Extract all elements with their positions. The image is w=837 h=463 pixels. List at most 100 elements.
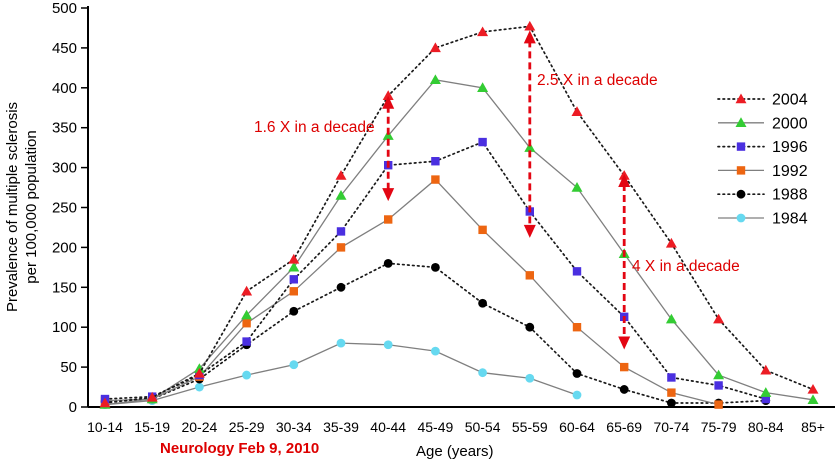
data-point-marker [807,394,819,405]
data-point-marker [335,190,347,200]
series-2000-line [104,79,814,406]
arrow-head-up [618,173,631,187]
y-tick-label: 0 [69,399,77,416]
data-point-marker [382,90,394,100]
x-tick-label: 65-69 [606,419,642,435]
data-point-marker [242,319,251,328]
data-point-marker [524,20,536,31]
y-axis-title: Prevalence of multiple sclerosis per 100… [3,37,41,377]
y-tick-label: 150 [52,279,77,296]
legend-entry-2004: 2004 [717,92,808,109]
data-point-marker [667,373,676,382]
data-point-marker [524,142,536,152]
data-point-marker [572,267,582,276]
series-2004 [99,20,819,408]
arrow-head-up [382,95,395,109]
data-point-marker [241,285,253,296]
data-point-marker [760,364,772,375]
legend-label: 1996 [772,139,808,156]
legend-label: 2000 [772,115,808,132]
comparison-arrow-2 [523,30,536,238]
x-tick-label: 80-84 [748,419,784,435]
data-point-marker [620,362,629,372]
y-tick-label: 400 [52,80,77,97]
data-point-marker [384,215,393,224]
y-tick-label: 250 [52,200,77,217]
data-point-marker [571,106,583,116]
data-point-marker [665,313,677,324]
legend-entry-1992: 1992 [718,163,808,180]
data-point-marker [761,394,770,404]
series-1984-line [104,342,578,406]
legend-label: 1992 [772,163,808,180]
data-point-marker [736,189,746,199]
data-point-marker [525,271,534,280]
y-tick-label: 350 [52,120,77,137]
data-point-marker [195,382,204,392]
x-tick-label: 25-29 [229,419,265,435]
data-point-marker [735,93,747,104]
data-point-marker [478,298,487,308]
data-point-marker [667,398,676,408]
data-point-marker [431,157,440,166]
data-point-marker [619,385,629,394]
y-tick-label: 100 [52,319,77,336]
legend-entry-1984: 1984 [718,211,808,228]
data-point-marker [431,175,440,184]
legend-label: 2004 [772,92,808,109]
data-point-marker [288,261,300,272]
data-point-marker [242,370,252,380]
data-point-marker [572,369,582,378]
x-tick-label: 35-39 [323,419,359,435]
data-point-marker [714,381,723,390]
data-point-marker [735,117,747,127]
x-tick-label: 50-54 [465,419,501,435]
data-point-marker [736,166,746,175]
data-point-marker [760,387,772,397]
data-point-marker [572,323,582,332]
data-point-marker [807,383,819,394]
x-tick-label: 20-24 [181,419,217,435]
data-point-marker [336,227,346,236]
x-tick-label: 10-14 [87,419,123,435]
x-tick-label: 85+ [801,419,825,435]
arrow-head-down [382,188,395,202]
data-point-marker [288,253,300,264]
x-tick-label: 70-74 [653,419,689,435]
legend-entry-2000: 2000 [718,115,808,132]
data-point-marker [429,74,441,85]
comparison-arrow-3 [618,173,631,350]
data-point-marker [242,337,251,346]
data-point-marker [431,262,440,272]
y-tick-label: 500 [52,0,77,17]
data-point-marker [478,368,487,378]
series-1988-line [104,262,767,404]
data-point-marker [382,130,394,140]
legend-entry-1988: 1988 [717,187,808,204]
data-point-marker [713,313,725,324]
legend-entry-1996: 1996 [717,139,808,156]
x-tick-label: 45-49 [417,419,453,435]
x-tick-label: 60-64 [559,419,595,435]
y-tick-label: 200 [52,239,77,256]
legend-label: 1988 [772,187,808,204]
x-tick-label: 30-34 [276,419,312,435]
x-tick-label: 75-79 [701,419,737,435]
y-tick-label: 450 [52,40,77,57]
legend: 2004 2000 1996 1992 1988 1984 [717,92,808,228]
comparison-arrow-1 [382,95,395,202]
data-point-marker [429,42,441,53]
data-point-marker [289,287,298,296]
series-2000 [99,74,819,409]
data-point-marker [383,258,393,268]
data-point-marker [477,82,489,92]
data-point-marker [431,346,440,356]
data-point-marker [289,360,299,370]
arrow-head-up [523,30,536,44]
y-tick-label: 50 [60,359,77,376]
legend-label: 1984 [772,211,808,228]
x-tick-label: 55-59 [512,419,548,435]
series-2004-line [104,25,814,404]
